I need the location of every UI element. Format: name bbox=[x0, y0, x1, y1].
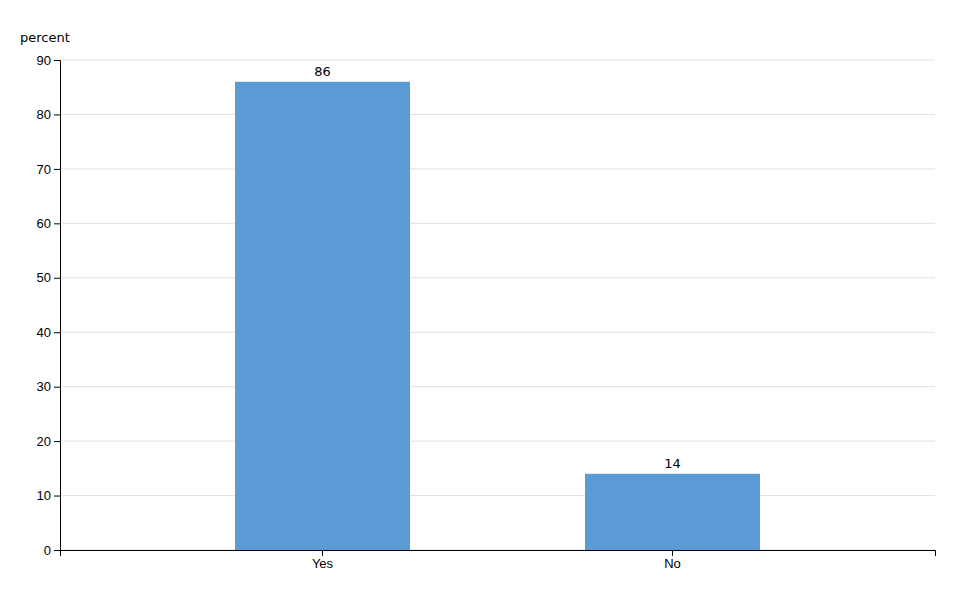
data-labels: 86 14 bbox=[314, 64, 681, 471]
tick-mark bbox=[54, 332, 60, 333]
tick-mark bbox=[54, 278, 60, 279]
tick-mark bbox=[54, 60, 60, 61]
grid-line bbox=[60, 332, 935, 333]
tick-label: 80 bbox=[37, 107, 51, 122]
plot: 0 10 20 30 40 50 60 70 80 90 Yes No 86 14 bbox=[37, 53, 936, 572]
grid-line bbox=[60, 386, 935, 387]
bar bbox=[585, 474, 760, 550]
tick-mark bbox=[322, 550, 323, 556]
tick: 50 bbox=[37, 270, 60, 285]
grid-line bbox=[60, 277, 935, 278]
grid-line bbox=[60, 223, 935, 224]
tick-mark bbox=[54, 169, 60, 170]
bars bbox=[235, 82, 760, 550]
tick-mark bbox=[672, 550, 673, 556]
tick: 10 bbox=[37, 488, 60, 503]
grid bbox=[60, 60, 935, 550]
x-axis: Yes No bbox=[61, 550, 936, 571]
grid-line bbox=[60, 495, 935, 496]
y-axis: 0 10 20 30 40 50 60 70 80 90 bbox=[37, 53, 61, 558]
tick-mark bbox=[54, 496, 60, 497]
tick-label: 20 bbox=[37, 434, 51, 449]
tick: 30 bbox=[37, 379, 60, 394]
tick-mark bbox=[54, 387, 60, 388]
tick-label: 40 bbox=[37, 325, 51, 340]
tick: 70 bbox=[37, 162, 60, 177]
tick-mark bbox=[54, 441, 60, 442]
tick: 90 bbox=[37, 53, 60, 68]
data-label: 86 bbox=[314, 64, 331, 79]
grid-line bbox=[60, 441, 935, 442]
data-label: 14 bbox=[664, 456, 681, 471]
grid-line bbox=[60, 168, 935, 169]
axis-line bbox=[54, 61, 61, 551]
axis-line bbox=[61, 551, 936, 557]
y-label: percent bbox=[20, 30, 70, 45]
tick-label: 70 bbox=[37, 162, 51, 177]
tick: 40 bbox=[37, 325, 60, 340]
tick: 80 bbox=[37, 107, 60, 122]
tick: 60 bbox=[37, 216, 60, 231]
tick-label: 50 bbox=[37, 270, 51, 285]
tick-mark bbox=[54, 550, 60, 551]
tick-label: Yes bbox=[312, 556, 334, 571]
tick-mark bbox=[54, 223, 60, 224]
tick-label: No bbox=[664, 556, 681, 571]
grid-line bbox=[60, 60, 935, 61]
bar bbox=[235, 82, 410, 550]
tick-label: 10 bbox=[37, 488, 51, 503]
tick-label: 30 bbox=[37, 379, 51, 394]
tick: 0 bbox=[44, 543, 60, 558]
chart: 0 10 20 30 40 50 60 70 80 90 Yes No 86 14 percent bbox=[0, 0, 975, 600]
grid-line bbox=[60, 114, 935, 115]
tick-mark bbox=[54, 114, 60, 115]
tick: Yes bbox=[312, 550, 334, 571]
tick: 20 bbox=[37, 434, 60, 449]
tick-label: 90 bbox=[37, 53, 51, 68]
tick-label: 60 bbox=[37, 216, 51, 231]
tick: No bbox=[664, 550, 681, 571]
tick-label: 0 bbox=[44, 543, 51, 558]
